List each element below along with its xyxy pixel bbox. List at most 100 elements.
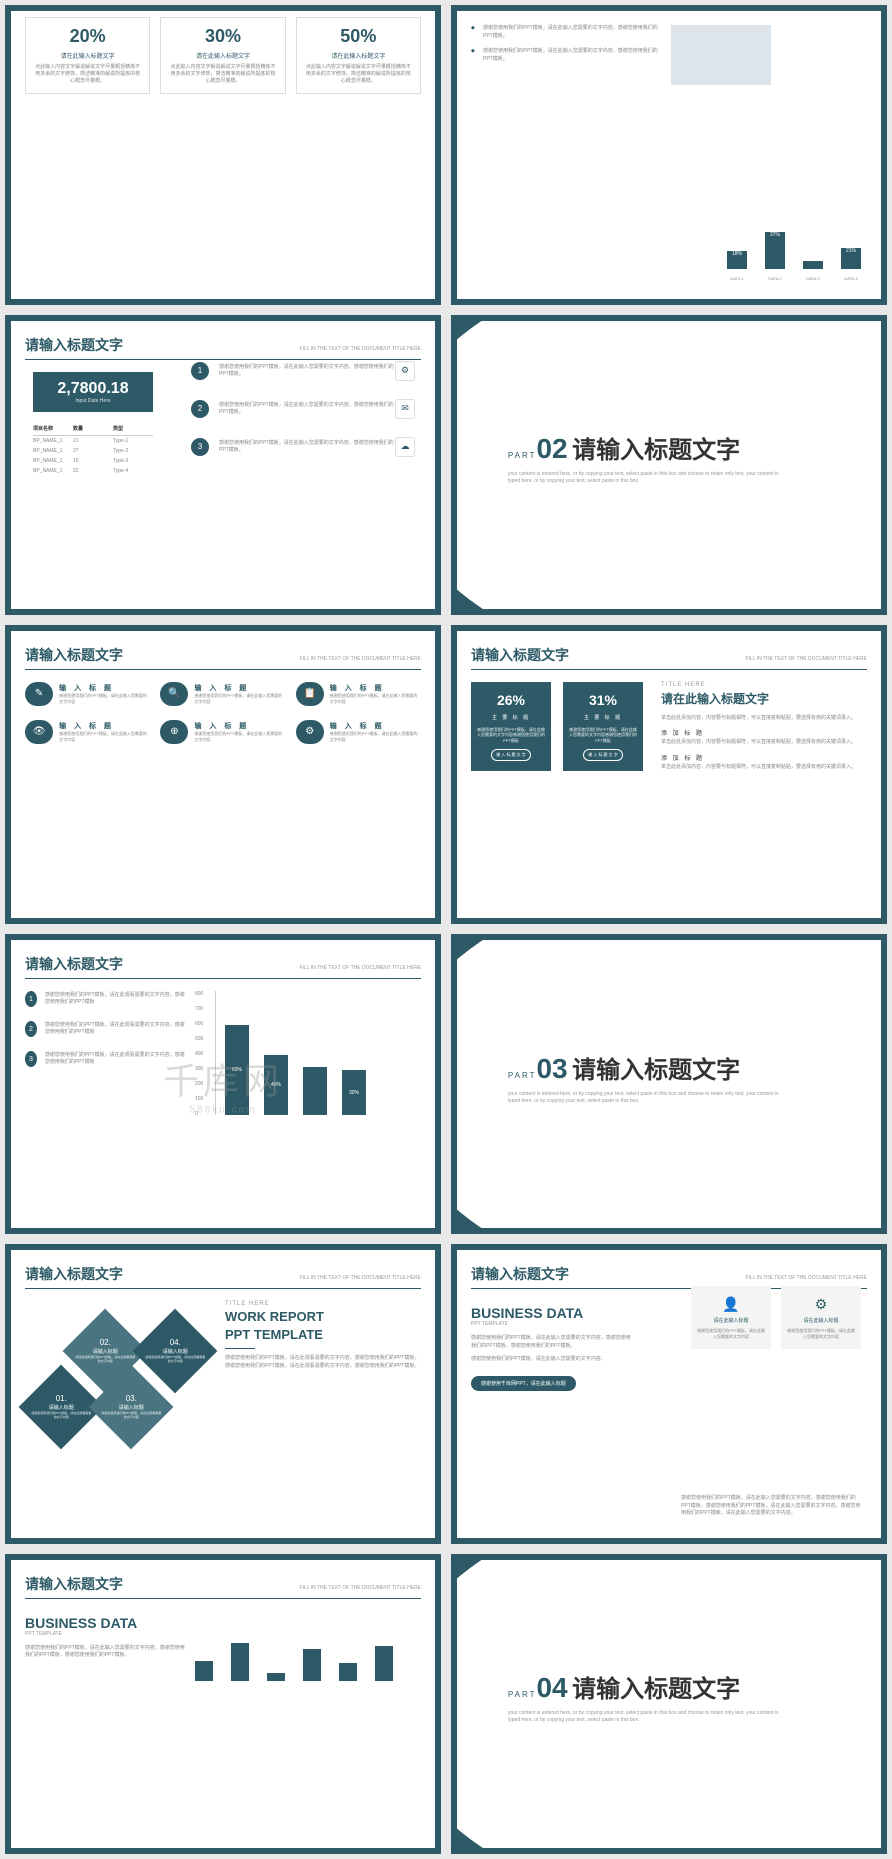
- slide-bullets-bars: 感谢您使用我们的PPT模板，请在此输入您需要的文字内容，感谢您使用我们的PPT模…: [451, 5, 887, 305]
- number-badge: 2: [191, 400, 209, 418]
- pct-card: 20% 请在此输入标题文字 点此输入内容文字解说解说文字尽量概括精炼不用多余的文…: [25, 17, 150, 94]
- bullet-item: 感谢您使用我们的PPT模板，请在此输入您需要的文字内容，感谢您使用我们的PPT模…: [471, 25, 661, 40]
- section-title: BUSINESS DATA: [25, 1615, 185, 1631]
- section-divider-03: PART03 请输入标题文字 your content is entered h…: [451, 934, 887, 1234]
- gear-icon: ⚙: [787, 1296, 855, 1313]
- info-box: ⚙ 请在此输入标题 感谢您使用我们的PPT模板，请在此输入您需要的文字内容: [781, 1286, 861, 1349]
- number-badge: 1: [25, 991, 37, 1007]
- slide-six-icons: 请输入标题文字 FILL IN THE TEXT OF THE DOCUMENT…: [5, 625, 441, 925]
- bar: DATA 3: [803, 261, 823, 269]
- bar-chart: 800 700 600 500 400 300 200 100 0 60% 40…: [195, 991, 421, 1131]
- section-title: BUSINESS DATA: [471, 1305, 631, 1321]
- placeholder-image: [671, 25, 771, 85]
- card-pct: 50%: [305, 26, 412, 47]
- mini-bar-chart: 18%DATA 1 37%DATA 2 DATA 3 21%DATA 4: [727, 232, 861, 269]
- slide-number-table: 请输入标题文字 FILL IN THE TEXT OF THE DOCUMENT…: [5, 315, 441, 615]
- card-desc: 点此输入内容文字解说解说文字尽量概括精炼不用多余的文字修饰，简洁精准的解说所提炼…: [34, 64, 141, 85]
- part-label: PART: [508, 451, 537, 460]
- slide-title: 请输入标题文字: [25, 1264, 123, 1284]
- slide-subtitle: FILL IN THE TEXT OF THE DOCUMENT TITLE H…: [299, 1275, 421, 1281]
- table-row: BP_NAME_121Type-1: [33, 436, 153, 446]
- number-badge: 3: [25, 1051, 37, 1067]
- slide-title: 请输入标题文字: [471, 645, 569, 665]
- slide-subtitle: FILL IN THE TEXT OF THE DOCUMENT TITLE H…: [299, 656, 421, 662]
- section-title: 请输入标题文字: [572, 1057, 740, 1084]
- section-desc: your content is entered here, or by copy…: [508, 471, 788, 485]
- title-small: TITLE HERE: [225, 1301, 421, 1307]
- card-pct: 30%: [169, 26, 276, 47]
- bar: [267, 1673, 285, 1681]
- mail-icon: ✉: [395, 399, 415, 419]
- card-sub: 请在此输入标题文字: [305, 51, 412, 60]
- card-sub: 请在此输入标题文字: [169, 51, 276, 60]
- section-desc: your content is entered here, or by copy…: [508, 1091, 788, 1105]
- number-badge: 3: [191, 438, 209, 456]
- pct-card: 50% 请在此输入标题文字 点此输入内容文字解说解说文字尽量概括精炼不用多余的文…: [296, 17, 421, 94]
- cloud-icon: ☁: [395, 437, 415, 457]
- search-icon: 🔍: [160, 682, 188, 706]
- section-divider-04: PART04 请输入标题文字 your content is entered h…: [451, 1554, 887, 1854]
- data-table: 项目名称数量类型 BP_NAME_121Type-1 BP_NAME_127Ty…: [33, 422, 153, 476]
- card-button[interactable]: 输 入 标 题 文 字: [491, 749, 531, 761]
- gear-icon: ⚙: [395, 361, 415, 381]
- big-number-sub: Input Date Here: [41, 398, 145, 404]
- bottom-paragraph: 感谢您使用我们的PPT模板，请在此输入您需要的文字内容，感谢您使用我们的PPT模…: [681, 1495, 861, 1518]
- icon-item: ⊕输 入 标 题感谢您使用我们的PPT模板，请在此输入您需要的文字内容: [160, 720, 285, 744]
- part-number: 03: [536, 1053, 567, 1084]
- gear-icon: ⚙: [296, 720, 324, 744]
- diamond-layout: 01.请输入标题感谢您使用我们的PPT模板，请在此观看需要的文字内容 02.请输…: [25, 1311, 205, 1471]
- card-desc: 点此输入内容文字解说解说文字尽量概括精炼不用多余的文字修饰，简洁精准的解说所提炼…: [169, 64, 276, 85]
- icon-item: ⚙输 入 标 题感谢您使用我们的PPT模板，请在此输入您需要的文字内容: [296, 720, 421, 744]
- subheading: 请在此输入标题文字: [661, 690, 867, 707]
- slide-diamonds: 请输入标题文字 FILL IN THE TEXT OF THE DOCUMENT…: [5, 1244, 441, 1544]
- table-row: BP_NAME_115Type-3: [33, 456, 153, 466]
- bar: [303, 1067, 327, 1115]
- section-title: 请输入标题文字: [572, 437, 740, 464]
- slide-three-cards: 20% 请在此输入标题文字 点此输入内容文字解说解说文字尽量概括精炼不用多余的文…: [5, 5, 441, 305]
- part-number: 02: [536, 433, 567, 464]
- pct-card: 31% 主 要 标 题 感谢您使用我们的PPT模板，请在此输入您需要的文字内容感…: [563, 682, 643, 772]
- slide-subtitle: FILL IN THE TEXT OF THE DOCUMENT TITLE H…: [745, 1275, 867, 1281]
- slide-title: 请输入标题文字: [25, 335, 123, 355]
- slide-subtitle: FILL IN THE TEXT OF THE DOCUMENT TITLE H…: [745, 656, 867, 662]
- bar: 37%DATA 2: [765, 232, 785, 269]
- slide-list-barchart: 请输入标题文字 FILL IN THE TEXT OF THE DOCUMENT…: [5, 934, 441, 1234]
- slide-pct-cards: 请输入标题文字 FILL IN THE TEXT OF THE DOCUMENT…: [451, 625, 887, 925]
- list-item: 1感谢您使用我们的PPT模板，请在此输入您需要的文字内容，感谢您使用我们的PPT…: [191, 361, 415, 381]
- person-icon: 👤: [697, 1296, 765, 1313]
- pct-card: 30% 请在此输入标题文字 点此输入内容文字解说解说文字尽量概括精炼不用多余的文…: [160, 17, 285, 94]
- plus-icon: ⊕: [160, 720, 188, 744]
- icon-item: 📋输 入 标 题感谢您使用我们的PPT模板，请在此输入您需要的文字内容: [296, 682, 421, 706]
- slide-subtitle: FILL IN THE TEXT OF THE DOCUMENT TITLE H…: [299, 1585, 421, 1591]
- icon-item: ✎输 入 标 题感谢您使用我们的PPT模板，请在此输入您需要的文字内容: [25, 682, 150, 706]
- big-number: 2,7800.18: [41, 380, 145, 398]
- section-desc: your content is entered here, or by copy…: [508, 1710, 788, 1724]
- table-row: BP_NAME_127Type-2: [33, 446, 153, 456]
- section-title: 请输入标题文字: [572, 1676, 740, 1703]
- pencil-icon: ✎: [25, 682, 53, 706]
- card-desc: 点此输入内容文字解说解说文字尽量概括精炼不用多余的文字修饰，简洁精准的解说所提炼…: [305, 64, 412, 85]
- icon-item: 👁输 入 标 题感谢您使用我们的PPT模板，请在此输入您需要的文字内容: [25, 720, 150, 744]
- list-item: 2感谢您使用我们的PPT模板，请在此输入您需要的文字内容，感谢您使用我们的PPT…: [191, 399, 415, 419]
- slide-title: 请输入标题文字: [25, 645, 123, 665]
- title-large: PPT TEMPLATE: [225, 1327, 421, 1343]
- bar: [231, 1643, 249, 1681]
- card-button[interactable]: 输 入 标 题 文 字: [583, 749, 623, 761]
- small-bar-chart: [195, 1611, 421, 1681]
- cta-button[interactable]: 感谢使用千库网PPT，请在此输入标题: [471, 1376, 576, 1391]
- numbered-list: 1感谢您使用我们的PPT模板，请在此输入您需要的文字内容，感谢您使用我们的PPT…: [191, 361, 415, 475]
- bullet-item: 感谢您使用我们的PPT模板，请在此输入您需要的文字内容，感谢您使用我们的PPT模…: [471, 48, 661, 63]
- bar: [375, 1646, 393, 1681]
- slide-title: 请输入标题文字: [25, 1574, 123, 1594]
- slide-business-chart: 请输入标题文字 FILL IN THE TEXT OF THE DOCUMENT…: [5, 1554, 441, 1854]
- slide-subtitle: FILL IN THE TEXT OF THE DOCUMENT TITLE H…: [299, 346, 421, 352]
- card-sub: 请在此输入标题文字: [34, 51, 141, 60]
- bar: 60%: [225, 1025, 249, 1115]
- bar: 21%DATA 4: [841, 248, 861, 269]
- section-divider-02: PART02 请输入标题文字 your content is entered h…: [451, 315, 887, 615]
- title-large: WORK REPORT: [225, 1309, 421, 1325]
- slide-title: 请输入标题文字: [25, 954, 123, 974]
- table-row: BP_NAME_122Type-4: [33, 466, 153, 476]
- section-sub: PPT TEMPLATE: [471, 1321, 631, 1327]
- section-sub: PPT TEMPLATE: [25, 1631, 185, 1637]
